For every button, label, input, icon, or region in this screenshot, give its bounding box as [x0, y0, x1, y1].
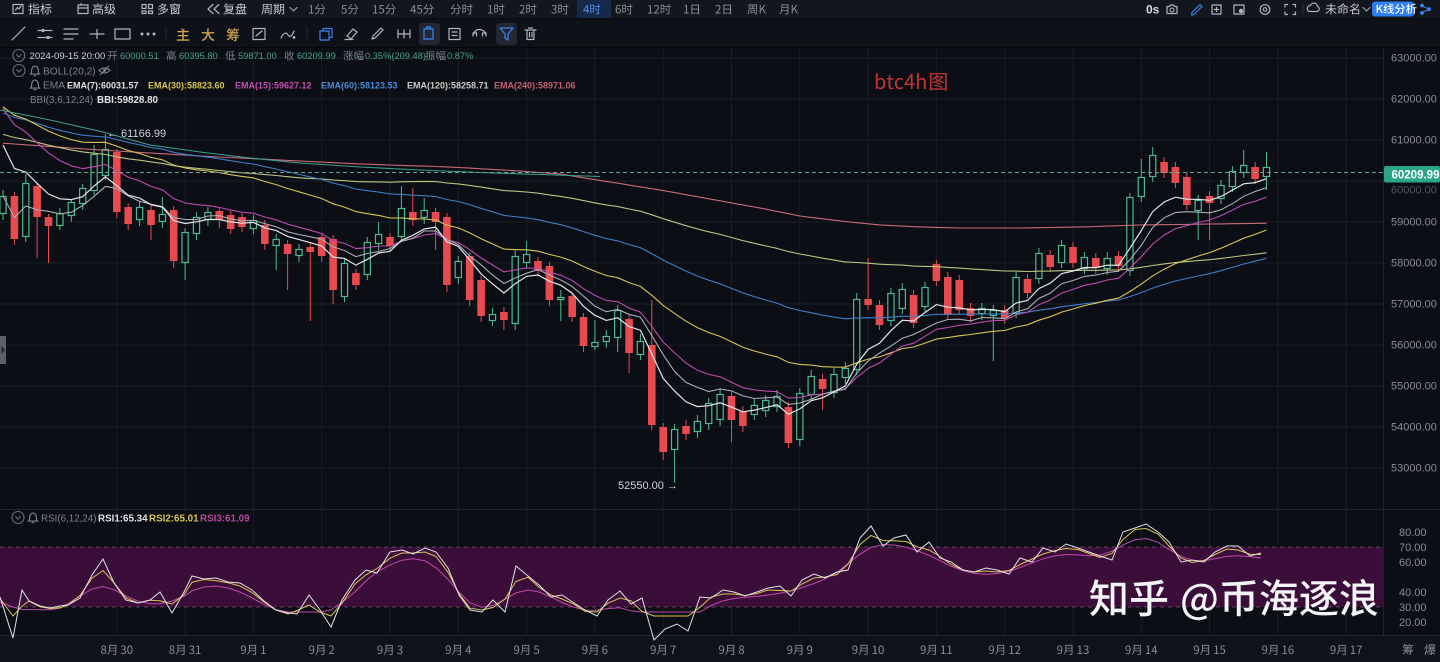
svg-text:← 61166.99: ← 61166.99	[107, 128, 166, 140]
svg-text:60395.80: 60395.80	[179, 51, 218, 61]
svg-text:59871.00: 59871.00	[238, 51, 277, 61]
svg-text:20.00: 20.00	[1399, 617, 1427, 629]
svg-text:56000.00: 56000.00	[1391, 340, 1437, 352]
svg-text:EMA: EMA	[43, 81, 65, 92]
svg-text:60209.99: 60209.99	[1392, 170, 1440, 182]
svg-text:RSI3:61.09: RSI3:61.09	[200, 514, 250, 525]
svg-text:61000.00: 61000.00	[1391, 135, 1437, 147]
svg-text:BOLL(20,2): BOLL(20,2)	[43, 67, 96, 78]
svg-text:59000.00: 59000.00	[1391, 217, 1437, 229]
svg-text:30.00: 30.00	[1399, 602, 1427, 614]
svg-text:0.87%: 0.87%	[447, 51, 473, 61]
svg-text:60.00: 60.00	[1399, 557, 1427, 569]
svg-text:EMA(240):58971.06: EMA(240):58971.06	[494, 81, 576, 91]
svg-text:EMA(7):60031.57: EMA(7):60031.57	[67, 81, 139, 91]
svg-text:55000.00: 55000.00	[1391, 381, 1437, 393]
svg-text:EMA(120):58258.71: EMA(120):58258.71	[407, 81, 489, 91]
svg-text:EMA(15):59627.12: EMA(15):59627.12	[235, 81, 312, 91]
svg-text:RSI1:65.34: RSI1:65.34	[98, 514, 148, 525]
svg-text:EMA(30):58823.60: EMA(30):58823.60	[148, 81, 225, 91]
svg-text:60209.99: 60209.99	[297, 51, 336, 61]
svg-text:62000.00: 62000.00	[1391, 94, 1437, 106]
svg-text:52550.00 →: 52550.00 →	[618, 480, 678, 492]
svg-text:BBI(3,6,12,24): BBI(3,6,12,24)	[30, 95, 93, 106]
svg-text:53000.00: 53000.00	[1391, 463, 1437, 475]
svg-text:57000.00: 57000.00	[1391, 299, 1437, 311]
svg-text:70.00: 70.00	[1399, 542, 1427, 554]
svg-text:RSI(6,12,24): RSI(6,12,24)	[41, 514, 97, 525]
svg-text:0s: 0s	[1146, 3, 1160, 17]
svg-text:60000.00: 60000.00	[1391, 185, 1437, 197]
svg-text:RSI2:65.01: RSI2:65.01	[149, 514, 199, 525]
svg-text:63000.00: 63000.00	[1391, 53, 1437, 65]
svg-text:0.35%(209.48): 0.35%(209.48)	[365, 51, 426, 61]
svg-text:2024-09-15 20:00: 2024-09-15 20:00	[30, 51, 106, 62]
svg-text:58000.00: 58000.00	[1391, 258, 1437, 270]
svg-text:54000.00: 54000.00	[1391, 422, 1437, 434]
svg-text:60000.51: 60000.51	[120, 51, 159, 61]
svg-text:40.00: 40.00	[1399, 587, 1427, 599]
svg-text:EMA(60):58123.53: EMA(60):58123.53	[321, 81, 398, 91]
svg-text:BBI:59828.80: BBI:59828.80	[97, 95, 159, 106]
svg-text:80.00: 80.00	[1399, 527, 1427, 539]
